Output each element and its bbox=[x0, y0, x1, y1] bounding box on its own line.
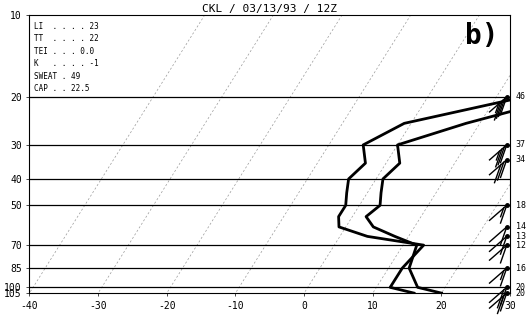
Text: 20: 20 bbox=[516, 289, 526, 298]
Text: 14: 14 bbox=[516, 222, 526, 232]
Text: 37: 37 bbox=[516, 140, 526, 149]
Text: 13: 13 bbox=[516, 232, 526, 241]
Text: b): b) bbox=[464, 22, 498, 50]
Text: 20: 20 bbox=[516, 283, 526, 292]
Text: 12: 12 bbox=[516, 241, 526, 250]
Text: 18: 18 bbox=[516, 201, 526, 210]
Text: 34: 34 bbox=[516, 155, 526, 164]
Text: 46: 46 bbox=[516, 92, 526, 101]
Title: CKL / 03/13/93 / 12Z: CKL / 03/13/93 / 12Z bbox=[202, 4, 338, 14]
Text: 16: 16 bbox=[516, 264, 526, 272]
Text: LI  . . . . 23
TT  . . . . 22
TEI . . . 0.0
K   . . . . -1
SWEAT . 49
CAP . . 22: LI . . . . 23 TT . . . . 22 TEI . . . 0.… bbox=[34, 22, 99, 94]
